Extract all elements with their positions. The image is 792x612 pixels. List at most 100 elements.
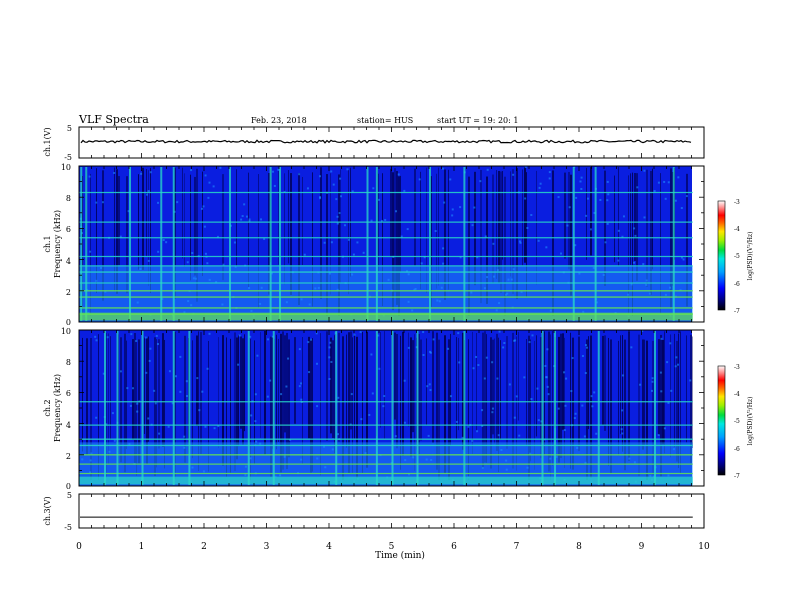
ch2-heat-speckle <box>447 347 450 350</box>
ch1-heat-speckle <box>607 193 610 196</box>
ch2-heat-speckle <box>310 338 313 341</box>
ch1-heat-speckle <box>336 222 339 225</box>
ch2-heat-dark-column <box>350 331 352 430</box>
ch2-heat-speckle <box>196 377 199 380</box>
ch1-heat-speckle <box>362 251 365 254</box>
ch2-heat-dark-column <box>578 336 580 452</box>
ch2-heat-burst <box>141 331 144 485</box>
ch1-heat-dark-column <box>312 172 313 307</box>
ch1-heat-dark-column <box>222 174 224 281</box>
ch2-heat-dark-column <box>438 339 440 480</box>
ch1-heat-speckle <box>352 253 355 256</box>
ch2-heat-speckle <box>639 383 642 386</box>
ch2-heat-speckle <box>136 410 139 413</box>
ch1-heat-speckle <box>245 215 248 218</box>
ch2-heat-speckle <box>485 356 488 359</box>
ch1-heat-dark-column <box>390 168 392 258</box>
ch2-heat-speckle <box>153 389 156 392</box>
ch1-heat-dark-column <box>614 175 615 263</box>
ch1-heat-dark-column <box>634 173 636 261</box>
ch1-heat-dark-column <box>686 173 688 307</box>
ch2-heat-dark-column <box>158 339 160 449</box>
ch2-heat-dark-column <box>184 335 186 463</box>
ch1-heat-speckle <box>162 239 165 242</box>
ch1-heat-speckle <box>240 218 243 221</box>
ch1-heat-speckle <box>606 199 609 202</box>
ch2-heat-speckle <box>266 395 269 398</box>
ch1-heat-speckle <box>273 184 276 187</box>
xtick-4: 4 <box>326 542 332 552</box>
ch1-heat-speckle <box>593 211 596 214</box>
ch2-heat-speckle <box>515 395 518 398</box>
ch2-heat-burst <box>247 331 250 485</box>
ch2-heat-speckle <box>300 398 303 401</box>
ch2-heat-speckle <box>95 339 98 342</box>
ch2-heat-speckle <box>149 347 152 350</box>
ch1-heat-speckle <box>667 181 670 184</box>
ch1-heat-speckle <box>580 187 583 190</box>
ch1-heat-speckle <box>248 218 251 221</box>
ch2-heat-speckle <box>353 333 356 336</box>
ch1-heat-dark-column <box>636 173 638 281</box>
ch2-heat-dark-column <box>530 339 531 462</box>
ch1-heat-dark-column <box>184 173 185 268</box>
ch2-heat-dark-column <box>410 337 412 457</box>
ch2-heat-speckle <box>650 389 653 392</box>
ch1-heat-speckle <box>420 262 423 265</box>
ch1-heat-speckle <box>186 261 189 264</box>
ch2-heat-dark-column <box>82 337 83 452</box>
xtick-7: 7 <box>514 542 520 552</box>
ch1-heat-dark-column <box>660 173 661 314</box>
ch2-heat-speckle <box>660 390 663 393</box>
ch1-heat-dark-column <box>498 170 500 283</box>
ch2-heat-dark-column <box>536 335 537 437</box>
ch2-heat-speckle <box>546 348 549 351</box>
ch2-heat-dark-column <box>334 335 335 454</box>
ch1-heat-dark-column <box>502 171 503 260</box>
ch1-heat-dark-column <box>268 173 270 295</box>
ch2-heat-dark-column <box>342 336 344 480</box>
cb1-tick-m6: -6 <box>734 281 740 288</box>
ch1-heat-speckle <box>484 235 487 238</box>
ch2-heat-speckle <box>145 371 148 374</box>
ch2-heat-dark-column <box>238 335 239 447</box>
ch1-heat-speckle <box>526 226 529 229</box>
ch2-heat-speckle <box>660 337 663 340</box>
ch2-heat-dark-column <box>196 335 198 426</box>
ch2-heat-dark-column <box>272 337 273 449</box>
ch1-heat-speckle <box>633 227 636 230</box>
ch1-heat-dark-column <box>82 175 83 314</box>
xtick-8: 8 <box>576 542 582 552</box>
ch2-heat-speckle <box>651 380 654 383</box>
ch2-heat-dark-column <box>618 340 619 456</box>
ch2-ytick-0: 0 <box>66 482 71 491</box>
ch2-heat-dark-column <box>646 340 648 480</box>
ch1-heat-speckle <box>530 214 533 217</box>
ch2-heat-speckle <box>563 371 566 374</box>
ch1-heat-dark-column <box>414 168 416 267</box>
ch2-heat-dark-column <box>456 337 457 439</box>
ch1-heat-dark-column <box>564 172 566 259</box>
ch1-heat-speckle <box>674 199 677 202</box>
ch2-heat-dark-column <box>544 331 545 456</box>
ch2-heat-speckle <box>475 355 478 358</box>
ch2-heat-dark-column <box>264 331 266 455</box>
ch2-heat-speckle <box>537 419 540 422</box>
ch2-heat-speckle <box>471 439 474 442</box>
ch2-heat-dark-column <box>498 337 499 473</box>
ch1-heat-dark-column <box>536 170 537 285</box>
ch1-heat-speckle <box>524 166 527 169</box>
ch1-heat-dark-column <box>522 169 523 266</box>
ch2-heat-speckle <box>328 377 331 380</box>
ch1-heat-speckle <box>260 218 263 221</box>
ch1-heat-dark-column <box>394 168 396 293</box>
ch1-heat-speckle <box>330 241 333 244</box>
ch1-heat-dark-column <box>148 170 149 287</box>
ch1-heat-dark-column <box>194 176 196 276</box>
ch2-heat-speckle <box>675 356 678 359</box>
ch1-heat-speckle <box>384 218 387 221</box>
ch2-heat-dark-column <box>490 337 492 469</box>
ch1-heat-speckle <box>147 190 150 193</box>
ch2-heat-dark-column <box>494 338 495 444</box>
ch2-heat-dark-column <box>144 337 145 434</box>
